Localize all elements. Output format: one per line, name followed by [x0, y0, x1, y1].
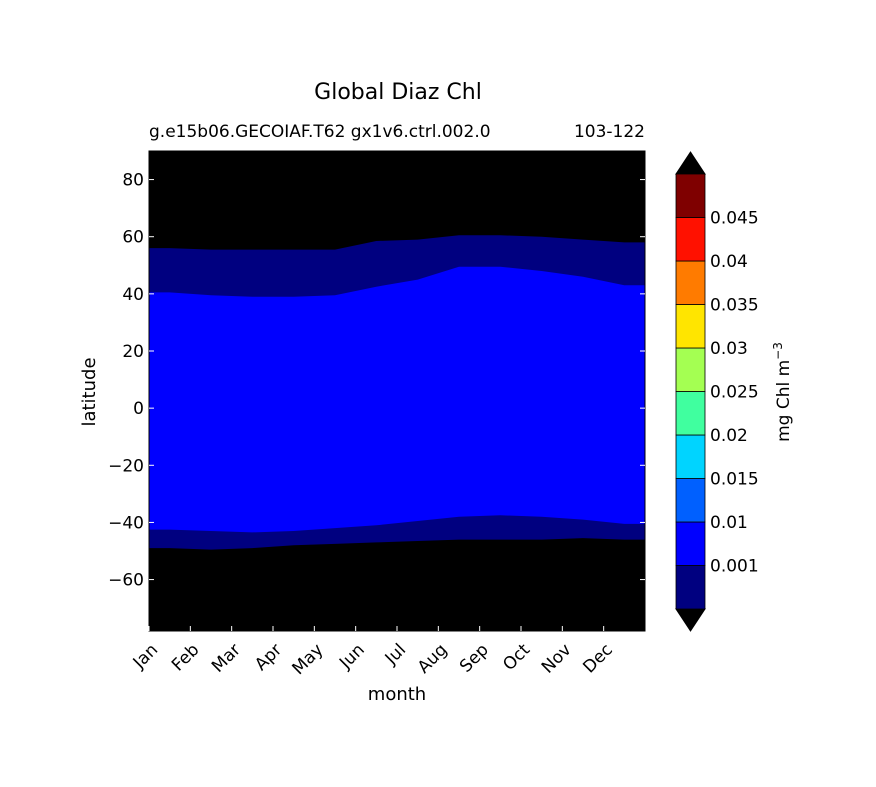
x-tick-label: Sep — [456, 640, 493, 677]
region-level-1 — [149, 266, 645, 533]
x-tick-label: Feb — [168, 640, 203, 675]
colorbar-extend-max — [675, 151, 706, 175]
y-tick-label: 20 — [122, 342, 144, 362]
colorbar-swatch — [675, 304, 706, 349]
x-axis-label: month — [368, 684, 426, 705]
y-tick-label: −60 — [108, 571, 144, 591]
colorbar-swatch — [675, 565, 706, 610]
x-tick-label: Dec — [579, 640, 616, 677]
colorbar-tick-label: 0.02 — [710, 426, 748, 446]
x-tick-label: Aug — [414, 640, 452, 678]
y-axis: 80 60 40 20 0 −20 −40 −60 — [108, 171, 645, 591]
colorbar-tick-label: 0.025 — [710, 383, 759, 403]
chart-title: Global Diaz Chl — [314, 80, 482, 105]
chart-subtitle-right: 103-122 — [574, 122, 645, 142]
plot-area — [148, 150, 646, 632]
x-tick-label: Jan — [129, 640, 162, 673]
colorbar-swatch — [675, 173, 706, 218]
colorbar-tick-label: 0.03 — [710, 339, 748, 359]
x-tick-label: Apr — [251, 640, 286, 675]
colorbar-tick-label: 0.001 — [710, 557, 759, 577]
colorbar-extend-min — [675, 608, 706, 632]
colorbar-swatch — [675, 391, 706, 436]
colorbar-swatch — [675, 260, 706, 305]
y-tick-label: −20 — [108, 456, 144, 476]
x-tick-label: Nov — [538, 640, 576, 678]
y-axis-label: latitude — [79, 357, 100, 426]
y-tick-label: 40 — [122, 285, 144, 305]
y-tick-label: 80 — [122, 171, 144, 191]
colorbar-label: mg Chl m−3 — [771, 342, 794, 442]
y-tick-label: −40 — [108, 513, 144, 533]
x-tick-label: May — [288, 640, 327, 679]
colorbar-swatch — [675, 478, 706, 523]
colorbar-tick-label: 0.04 — [710, 252, 748, 272]
colorbar: 0.001 0.01 0.015 0.02 0.025 0.03 0.035 0.04 0.04… — [675, 151, 759, 632]
colorbar-tick-label: 0.045 — [710, 209, 759, 229]
x-tick-label: Jul — [381, 640, 410, 669]
colorbar-swatch — [675, 347, 706, 392]
colorbar-swatch — [675, 521, 706, 566]
x-tick-label: Jun — [335, 640, 369, 674]
y-tick-label: 60 — [122, 228, 144, 248]
colorbar-swatch — [675, 217, 706, 262]
colorbar-tick-label: 0.035 — [710, 296, 759, 316]
colorbar-tick-label: 0.01 — [710, 513, 748, 533]
x-tick-label: Mar — [208, 640, 245, 677]
x-tick-label: Oct — [499, 640, 534, 675]
colorbar-tick-label: 0.015 — [710, 470, 759, 490]
chart-subtitle-left: g.e15b06.GECOIAF.T62 gx1v6.ctrl.002.0 — [149, 122, 491, 142]
x-axis: Jan Feb Mar Apr May Jun Jul Aug Sep Oct Nov Dec — [129, 626, 617, 679]
colorbar-swatch — [675, 434, 706, 479]
y-tick-label: 0 — [133, 399, 144, 419]
